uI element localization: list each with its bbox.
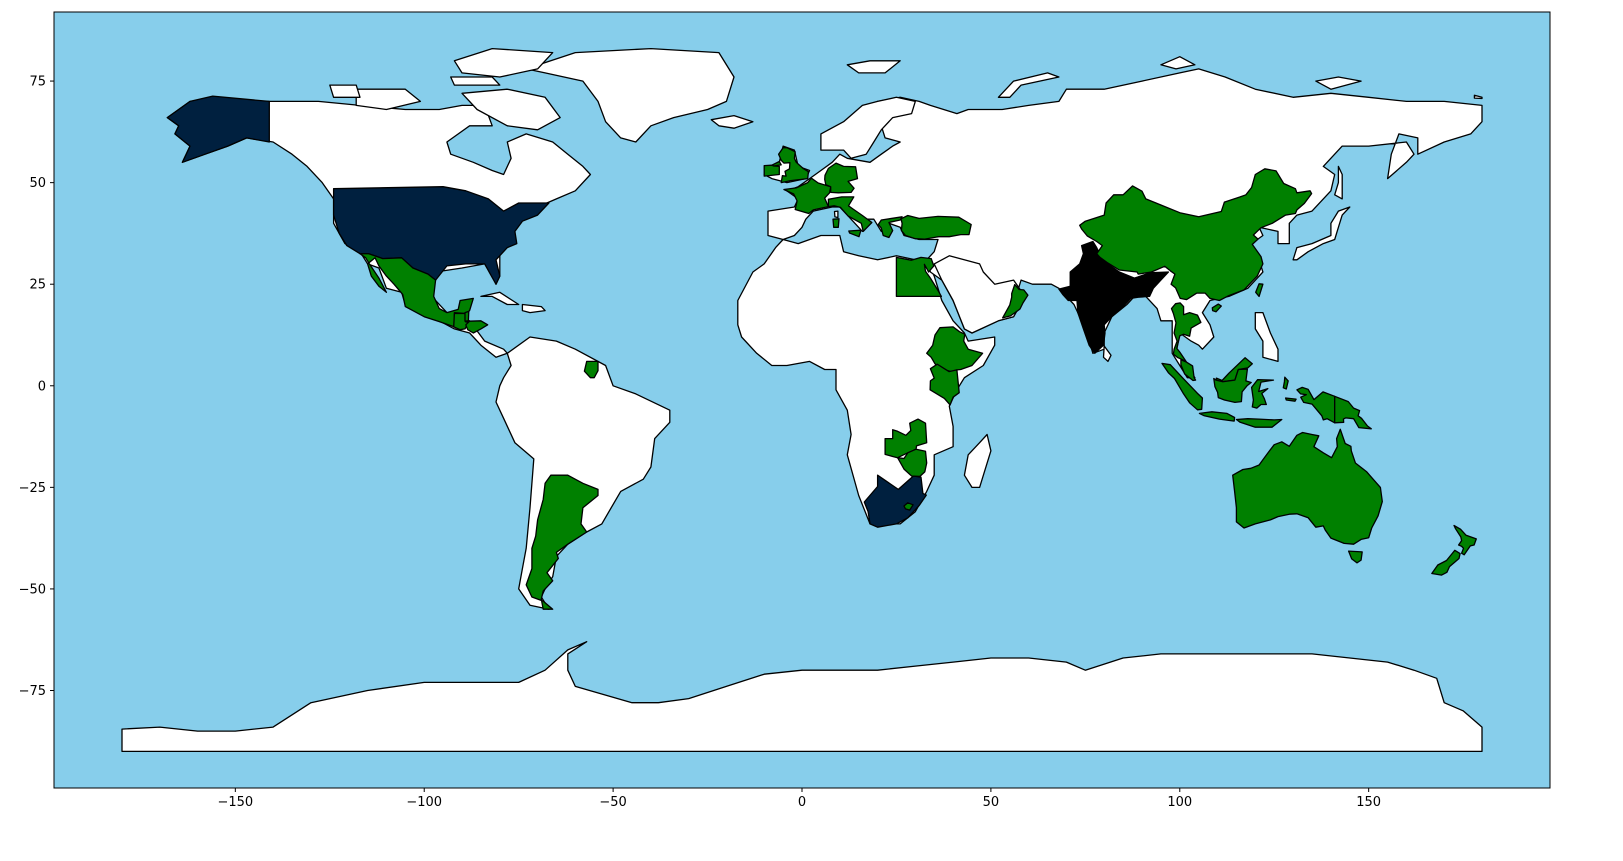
japan xyxy=(1292,206,1351,261)
baffin-island xyxy=(461,88,561,131)
y-tick-label: 75 xyxy=(29,75,46,90)
country-china xyxy=(1079,168,1313,302)
country-malaysia-peninsula xyxy=(1180,359,1197,382)
y-tick-label: −75 xyxy=(19,684,46,699)
country-argentina xyxy=(525,474,599,610)
country-india xyxy=(1058,240,1170,354)
y-axis: −75 −50 −25 0 25 50 75 xyxy=(19,75,54,699)
country-indonesia-lesser-sunda xyxy=(1235,418,1283,428)
country-zimbabwe xyxy=(896,448,928,478)
x-tick-label: 50 xyxy=(983,795,1000,810)
antarctica xyxy=(121,641,1483,753)
country-sicily-italy xyxy=(848,229,862,238)
country-hainan-china xyxy=(1211,303,1222,313)
country-tasmania-australia xyxy=(1347,550,1363,564)
madagascar xyxy=(963,433,992,489)
y-tick-label: 0 xyxy=(38,379,46,394)
scandinavia-base xyxy=(820,96,916,159)
x-tick-label: 0 xyxy=(798,795,806,810)
ellesmere-island xyxy=(453,47,554,78)
country-germany xyxy=(824,162,859,194)
iceland xyxy=(710,114,754,129)
country-new-zealand-south xyxy=(1431,549,1461,576)
small-island-sardinia-corsica xyxy=(833,210,839,219)
novaya-zemlya xyxy=(997,72,1060,98)
country-france xyxy=(783,177,832,215)
philippines xyxy=(1254,311,1279,363)
country-alaska-us xyxy=(166,95,270,163)
country-indonesia-seram xyxy=(1284,397,1297,402)
country-indonesia-sulawesi xyxy=(1250,379,1275,409)
country-lesotho xyxy=(903,502,914,511)
victoria-island xyxy=(355,88,422,111)
cuba xyxy=(480,291,520,306)
country-papua-new-guinea xyxy=(1334,395,1372,430)
country-new-zealand-north xyxy=(1453,524,1477,556)
country-greece xyxy=(877,216,903,239)
country-south-africa xyxy=(863,474,927,528)
country-sardinia-italy xyxy=(832,218,840,228)
x-tick-label: 150 xyxy=(1356,795,1381,810)
y-tick-label: 25 xyxy=(29,278,46,293)
country-taiwan xyxy=(1255,283,1264,298)
country-oman xyxy=(1001,283,1029,319)
country-indonesia-kalimantan xyxy=(1213,368,1252,404)
x-tick-label: −150 xyxy=(217,795,253,810)
country-indonesia-java xyxy=(1198,411,1236,422)
country-kenya xyxy=(929,363,960,406)
country-suriname xyxy=(583,360,599,379)
x-tick-label: 100 xyxy=(1167,795,1192,810)
country-ireland xyxy=(763,164,780,177)
sakhalin xyxy=(1334,165,1343,200)
hispaniola xyxy=(521,303,546,314)
x-tick-label: −50 xyxy=(599,795,626,810)
x-axis: −150 −100 −50 0 50 100 150 xyxy=(217,788,1381,810)
sri-lanka xyxy=(1102,345,1112,363)
banks-island xyxy=(329,84,361,98)
country-ethiopia xyxy=(926,326,984,373)
land-layer xyxy=(121,47,1483,753)
country-australia xyxy=(1232,428,1383,545)
country-zambia xyxy=(884,418,928,459)
country-indonesia-papua xyxy=(1296,386,1336,424)
y-tick-label: 50 xyxy=(29,176,46,191)
x-tick-label: −100 xyxy=(406,795,442,810)
country-indonesia-halmahera xyxy=(1282,376,1289,390)
country-belize xyxy=(464,310,470,322)
greenland xyxy=(525,47,735,143)
country-italy xyxy=(827,196,873,233)
y-tick-label: −25 xyxy=(19,481,46,496)
devon-island xyxy=(450,76,501,86)
y-tick-label: −50 xyxy=(19,582,46,597)
severnaya-zemlya xyxy=(1160,56,1196,70)
new-siberian-islands xyxy=(1315,76,1362,90)
country-indonesia-sumatra xyxy=(1161,362,1204,411)
country-united-kingdom xyxy=(777,147,810,184)
country-thailand xyxy=(1170,302,1202,363)
country-turkey xyxy=(900,214,972,240)
svalbard xyxy=(846,60,901,74)
country-honduras xyxy=(465,320,489,334)
wrangel-island xyxy=(1473,94,1483,100)
country-egypt xyxy=(895,256,943,298)
